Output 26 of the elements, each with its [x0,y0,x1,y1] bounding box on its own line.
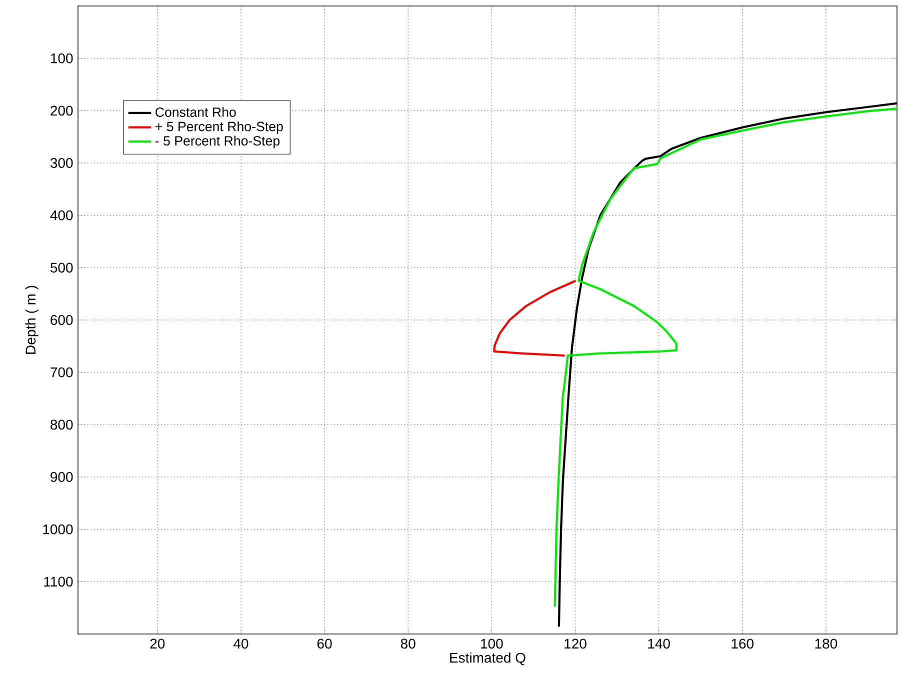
y-tick-label: 800 [50,420,73,430]
y-tick-label: 100 [51,53,73,64]
x-tick-label: 120 [564,638,586,649]
y-tick-label: 900 [50,472,73,482]
y-tick-label: 300 [50,158,73,168]
x-tick-label: 160 [732,638,754,649]
x-tick-label: 100 [481,638,503,649]
y-tick-label: 400 [50,210,73,220]
legend-label: Constant Rho [156,107,236,117]
x-tick-label: 20 [150,638,165,649]
legend-label: + 5 Percent Rho-Step [156,121,283,134]
y-tick-label: 700 [50,367,73,378]
y-tick-label: 200 [50,106,73,116]
x-tick-label: 40 [234,638,248,649]
x-axis-title: Estimated Q [450,652,526,666]
y-axis-title: Depth ( m ) [25,286,38,354]
legend-label: - 5 Percent Rho-Step [155,136,280,148]
y-tick-label: 600 [50,315,73,325]
x-tick-label: 60 [317,638,332,649]
y-tick-label: 1000 [43,524,73,534]
y-tick-label: 1100 [44,576,73,587]
line-series [493,280,577,357]
x-tick-label: 140 [648,638,670,649]
x-tick-label: 180 [815,638,838,649]
x-tick-label: 80 [400,638,416,649]
y-tick-label: 500 [50,262,73,273]
